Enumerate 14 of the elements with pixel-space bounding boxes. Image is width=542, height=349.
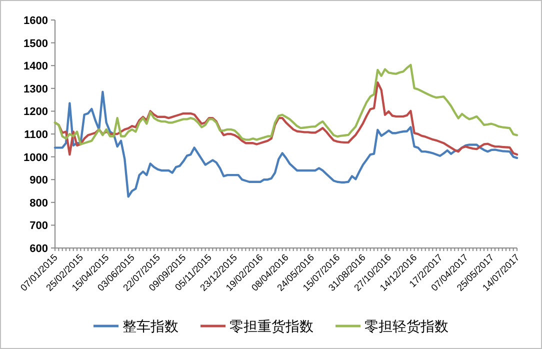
- y-tick-label: 800: [30, 197, 48, 210]
- legend-label: 零担重货指数: [230, 318, 314, 334]
- legend-label: 零担轻货指数: [364, 318, 448, 334]
- y-tick-label: 1600: [24, 15, 48, 27]
- y-tick-label: 1200: [24, 106, 48, 118]
- y-tick-label: 1000: [24, 152, 48, 164]
- y-tick-label: 1400: [24, 60, 48, 73]
- y-tick-label: 1100: [24, 129, 48, 141]
- legend-label: 整车指数: [122, 318, 178, 334]
- y-tick-label: 1500: [24, 38, 48, 50]
- y-tick-label: 1300: [24, 83, 48, 96]
- y-tick-label: 900: [30, 174, 48, 187]
- y-tick-label: 700: [30, 220, 48, 232]
- y-tick-label: 600: [30, 243, 48, 255]
